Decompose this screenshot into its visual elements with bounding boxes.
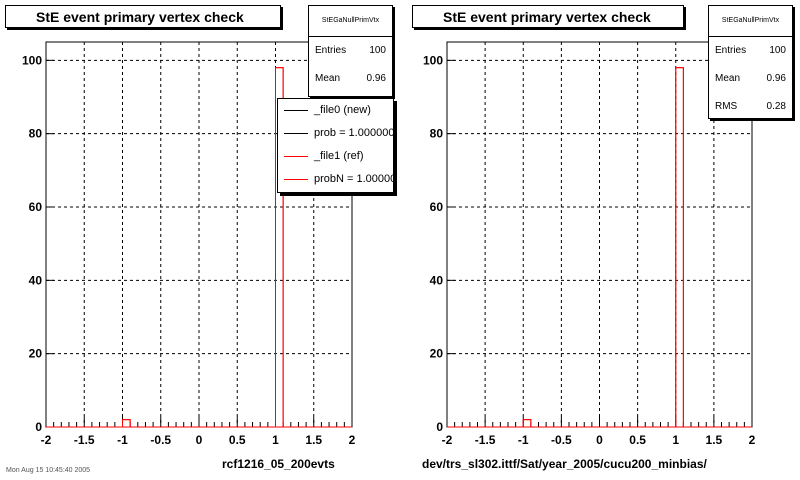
histogram-panel-left: -2 -1.5 -1 -0.5 0 0.5 1 1.5 2 0 20 40 60 80 100 StE ev… — [5, 5, 394, 471]
y-tick-label: 40 — [430, 273, 444, 287]
legend-entry-probn: probN = 1.000000 — [278, 168, 393, 191]
x-tick-label: 1.5 — [305, 433, 322, 447]
legend-entry-prob: prob = 1.000000 — [278, 122, 393, 145]
x-tick-label: -1 — [117, 433, 128, 447]
stats-row-entries: Entries 100 — [709, 37, 792, 65]
x-tick-label: 1.5 — [706, 433, 723, 447]
legend-line-icon — [284, 156, 308, 157]
stats-label: Mean — [315, 73, 341, 84]
legend-label: _file1 (ref) — [314, 150, 364, 162]
stats-label: Entries — [715, 45, 747, 56]
stats-box: StEGaNullPrimVtx Entries 100 Mean 0.96 — [308, 5, 393, 97]
legend-line-icon — [284, 133, 308, 134]
stats-row-rms: RMS 0.28 — [709, 93, 792, 121]
stats-value: 0.96 — [766, 73, 786, 84]
x-tick-label: -1.5 — [475, 433, 496, 447]
y-tick-label: 0 — [436, 420, 443, 434]
panel-title: StE event primary vertex check — [5, 5, 281, 28]
x-tick-label: 0.5 — [229, 433, 246, 447]
stats-row-entries: Entries 100 — [309, 37, 392, 65]
stats-row-mean: Mean 0.96 — [709, 65, 792, 93]
stats-box: StEGaNullPrimVtx Entries 100 Mean 0.96 R… — [708, 5, 793, 119]
stats-value: 0.28 — [766, 101, 786, 112]
x-tick-label: 1 — [672, 433, 679, 447]
x-tick-label: -2 — [442, 433, 453, 447]
y-tick-label: 100 — [423, 53, 443, 67]
legend-entry-new: _file0 (new) — [278, 99, 393, 122]
x-tick-label: 0 — [596, 433, 603, 447]
stats-value: 0.96 — [366, 73, 386, 84]
x-tick-label: 2 — [349, 433, 356, 447]
stats-value: 100 — [769, 45, 786, 56]
y-tick-label: 80 — [29, 127, 43, 141]
histogram-bar — [275, 67, 284, 428]
y-tick-label: 20 — [29, 347, 43, 361]
y-tick-label: 20 — [430, 347, 444, 361]
date-stamp: Mon Aug 15 10:45:40 2005 — [6, 467, 91, 474]
stats-label: Entries — [315, 45, 347, 56]
legend-entry-ref: _file1 (ref) — [278, 145, 393, 168]
stats-name: StEGaNullPrimVtx — [709, 6, 792, 37]
x-tick-label: -0.5 — [150, 433, 171, 447]
histogram-bar — [675, 67, 684, 428]
stats-name: StEGaNullPrimVtx — [309, 6, 392, 37]
x-tick-label: 0 — [196, 433, 203, 447]
panel-title: StE event primary vertex check — [412, 5, 684, 28]
y-tick-label: 0 — [35, 420, 42, 434]
legend-label: prob = 1.000000 — [314, 127, 394, 139]
x-tick-label: 2 — [749, 433, 756, 447]
histogram-bar — [122, 419, 131, 428]
y-tick-label: 80 — [430, 127, 444, 141]
stats-label: RMS — [715, 101, 738, 112]
legend-label: _file0 (new) — [314, 104, 371, 116]
file-label: dev/trs_sl302.ittf/Sat/year_2005/cucu200… — [422, 457, 707, 471]
histogram-panel-right: -2 -1.5 -1 -0.5 0 0.5 1 1.5 2 0 20 40 60 80 100 StE ev… — [400, 0, 800, 480]
x-tick-label: -2 — [41, 433, 52, 447]
y-tick-label: 60 — [29, 200, 43, 214]
legend-label: probN = 1.000000 — [314, 173, 394, 185]
legend-line-icon — [284, 110, 308, 111]
stats-value: 100 — [369, 45, 386, 56]
y-tick-label: 60 — [430, 200, 444, 214]
file-label: rcf1216_05_200evts — [222, 457, 335, 471]
x-tick-label: -1 — [518, 433, 529, 447]
x-tick-label: 0.5 — [629, 433, 646, 447]
x-tick-label: 1 — [272, 433, 279, 447]
histogram-bar — [522, 419, 532, 428]
stats-row-mean: Mean 0.96 — [309, 65, 392, 93]
y-tick-label: 40 — [29, 273, 43, 287]
legend-line-icon — [284, 179, 308, 180]
x-tick-label: -0.5 — [551, 433, 572, 447]
y-tick-label: 100 — [22, 53, 42, 67]
stats-label: Mean — [715, 73, 741, 84]
x-tick-label: -1.5 — [74, 433, 95, 447]
legend: _file0 (new) prob = 1.000000 _file1 (ref… — [277, 98, 394, 193]
